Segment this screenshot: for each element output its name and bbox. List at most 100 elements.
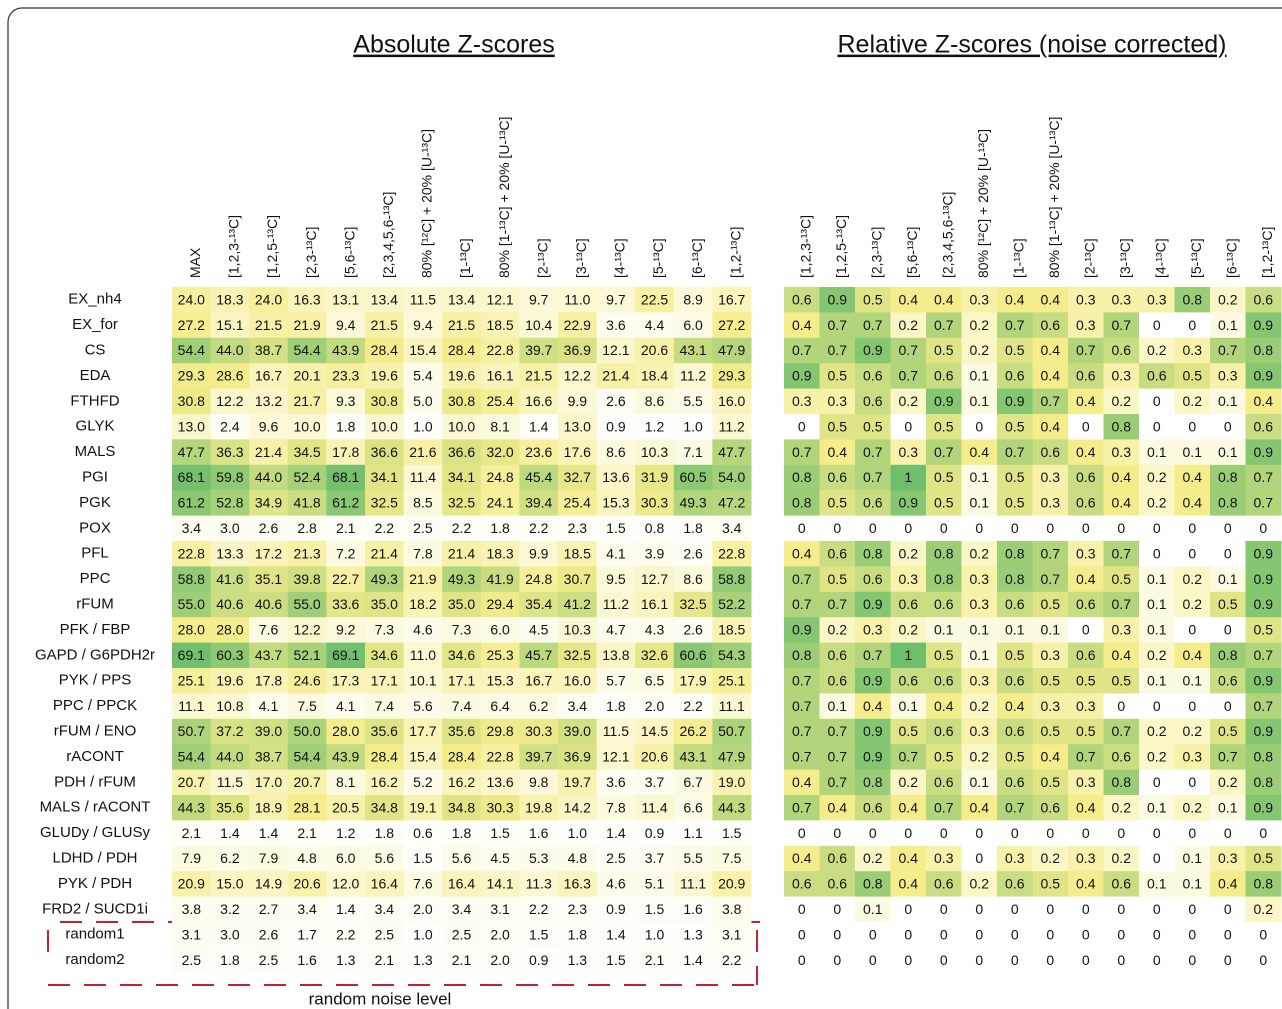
cell-background: [997, 871, 1033, 898]
cell-value: 0.4: [1183, 469, 1203, 485]
cell-value: 5.7: [606, 672, 626, 688]
row-label: PDH / rFUM: [54, 773, 136, 790]
cell-background: [287, 744, 327, 771]
cell-background: [403, 845, 443, 872]
cell-value: 32.5: [371, 495, 398, 511]
cell-value: 17.8: [332, 444, 359, 460]
cell-value: 2.6: [606, 393, 626, 409]
cell-background: [1032, 693, 1069, 720]
cell-value: 9.6: [259, 418, 279, 434]
cell-value: 0.4: [828, 444, 848, 460]
cell-background: [403, 515, 443, 542]
cell-value: 0: [1046, 825, 1054, 841]
cell-background: [558, 871, 598, 898]
cell-value: 38.7: [255, 749, 282, 765]
row-label: POX: [79, 519, 111, 536]
cell-value: 0: [1082, 952, 1090, 968]
cell-background: [480, 617, 520, 644]
cell-value: 0.8: [934, 571, 954, 587]
cell-value: 0.3: [1076, 317, 1096, 333]
cell-value: 24.8: [525, 571, 552, 587]
cell-background: [442, 287, 482, 313]
cell-value: 20.9: [718, 876, 745, 892]
cell-value: 1.5: [645, 901, 665, 917]
cell-background: [926, 312, 962, 339]
cell-value: 54.0: [718, 469, 745, 485]
cell-background: [961, 363, 998, 390]
cell-background: [1245, 439, 1282, 466]
cell-value: 12.1: [602, 342, 629, 358]
cell-background: [1032, 287, 1069, 313]
cell-background: [784, 312, 820, 339]
cell-value: 0.1: [828, 698, 848, 714]
cell-background: [635, 642, 675, 669]
cell-background: [1103, 312, 1140, 339]
cell-background: [403, 414, 443, 440]
cell-background: [519, 947, 559, 974]
cell-value: 7.3: [452, 622, 472, 638]
cell-value: 0.5: [863, 418, 883, 434]
column-header: [1,2,3-¹³C]: [226, 215, 242, 278]
cell-value: 0: [1117, 926, 1125, 942]
cell-value: 2.0: [490, 926, 510, 942]
cell-value: 11.4: [641, 799, 667, 815]
cell-value: 45.7: [525, 647, 552, 663]
cell-value: 24.8: [486, 469, 513, 485]
cell-value: 4.7: [606, 622, 626, 638]
cell-value: 0: [1153, 317, 1161, 333]
cell-background: [480, 922, 520, 948]
cell-value: 5.5: [683, 393, 703, 409]
cell-background: [635, 693, 675, 720]
cell-value: 0.2: [828, 622, 848, 638]
cell-background: [519, 490, 559, 517]
cell-background: [673, 871, 713, 898]
cell-value: 0.2: [1147, 469, 1167, 485]
cell-value: 0: [940, 901, 948, 917]
cell-value: 21.5: [255, 317, 282, 333]
cell-background: [403, 617, 443, 644]
cell-background: [480, 439, 520, 466]
cell-value: 1.4: [683, 952, 703, 968]
cell-background: [997, 312, 1033, 339]
cell-background: [635, 363, 675, 390]
cell-value: 0: [1046, 901, 1054, 917]
cell-background: [249, 414, 289, 440]
cell-background: [403, 566, 443, 593]
cell-background: [326, 668, 366, 694]
column-header: 80% [¹²C] + 20% [U-¹³C]: [419, 129, 435, 278]
cell-background: [519, 718, 559, 745]
column-header: [2-¹³C]: [1081, 238, 1097, 278]
cell-value: 1.0: [413, 418, 433, 434]
cell-value: 49.3: [371, 571, 398, 587]
cell-background: [1103, 744, 1140, 771]
cell-value: 0.8: [792, 647, 812, 663]
cell-background: [519, 312, 559, 339]
cell-value: 60.6: [679, 647, 706, 663]
cell-value: 36.6: [448, 444, 475, 460]
cell-background: [890, 922, 927, 948]
cell-value: 0.9: [863, 596, 883, 612]
cell-background: [480, 515, 520, 542]
cell-value: 0.7: [1005, 799, 1025, 815]
cell-value: 35.6: [371, 723, 398, 739]
cell-value: 10.4: [525, 317, 552, 333]
cell-background: [1245, 515, 1282, 542]
cell-value: 0.7: [1218, 342, 1238, 358]
cell-background: [558, 541, 598, 567]
row-label: EDA: [80, 367, 111, 384]
cell-background: [961, 744, 998, 771]
cell-value: 11.2: [603, 596, 629, 612]
cell-value: 30.3: [641, 495, 668, 511]
cell-background: [855, 363, 891, 390]
cell-background: [172, 287, 212, 313]
cell-background: [712, 363, 752, 390]
cell-background: [519, 363, 559, 390]
cell-value: 36.9: [564, 342, 591, 358]
cell-value: 0.3: [1183, 749, 1203, 765]
cell-value: 21.6: [409, 444, 436, 460]
cell-value: 0: [1117, 825, 1125, 841]
cell-value: 0.5: [934, 749, 954, 765]
cell-background: [1103, 668, 1140, 694]
cell-background: [172, 668, 212, 694]
cell-background: [1032, 896, 1069, 923]
